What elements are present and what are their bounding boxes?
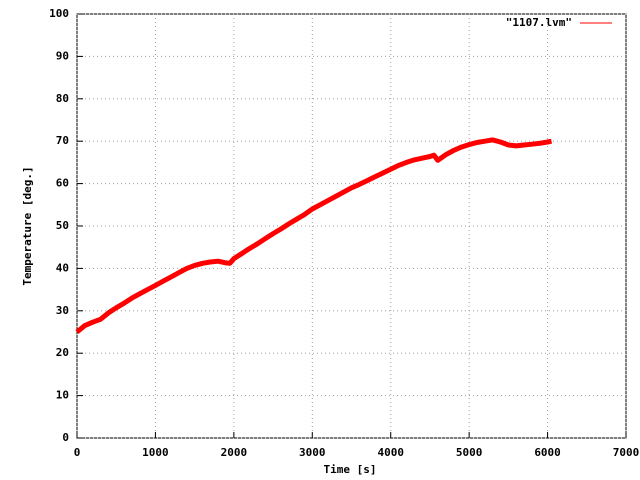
legend-label: "1107.lvm" xyxy=(506,16,572,29)
y-tick-label: 80 xyxy=(56,92,69,105)
x-tick-label: 3000 xyxy=(299,446,326,459)
y-tick-label: 30 xyxy=(56,304,69,317)
x-axis-label: Time [s] xyxy=(324,463,377,476)
y-tick-label: 90 xyxy=(56,49,69,62)
x-tick-label: 1000 xyxy=(142,446,169,459)
y-axis-label: Temperature [deg.] xyxy=(21,166,34,285)
plot-border xyxy=(76,13,627,439)
y-tick-label: 0 xyxy=(62,431,69,444)
x-tick-label: 6000 xyxy=(534,446,561,459)
data-line xyxy=(75,137,553,334)
x-tick-label: 0 xyxy=(74,446,81,459)
y-tick-label: 70 xyxy=(56,134,69,147)
y-tick-label: 10 xyxy=(56,389,69,402)
y-tick-label: 100 xyxy=(49,7,69,20)
y-tick-label: 60 xyxy=(56,177,69,190)
x-tick-label: 2000 xyxy=(221,446,248,459)
x-tick-label: 4000 xyxy=(377,446,404,459)
y-tick-label: 20 xyxy=(56,346,69,359)
x-tick-label: 5000 xyxy=(456,446,483,459)
x-tick-label: 7000 xyxy=(613,446,640,459)
y-tick-label: 40 xyxy=(56,261,69,274)
y-tick-label: 50 xyxy=(56,219,69,232)
